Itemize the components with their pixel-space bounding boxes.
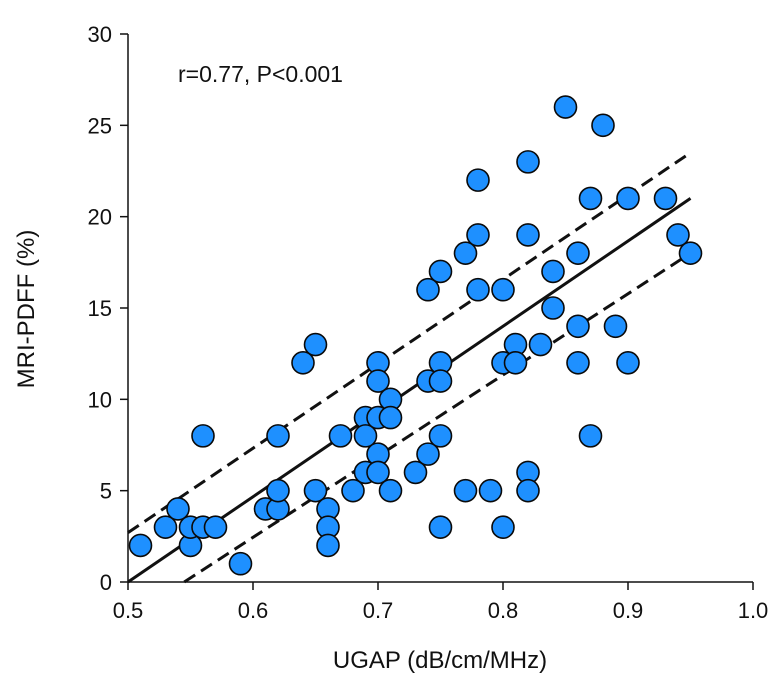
data-point [516, 478, 540, 503]
data-point [653, 186, 678, 211]
ci-lower-line [183, 251, 692, 584]
y-axis-title: MRI-PDFF (%) [13, 230, 40, 389]
data-point [303, 478, 328, 503]
x-tick-label: 0.9 [613, 598, 644, 623]
data-point [491, 277, 515, 302]
data-point [503, 350, 528, 375]
x-tick-label: 0.6 [238, 598, 269, 623]
data-point [566, 350, 590, 375]
data-point [578, 424, 603, 448]
data-point [378, 405, 403, 430]
data-point [366, 460, 390, 485]
data-point [491, 515, 515, 540]
data-point [541, 296, 565, 320]
data-point [128, 533, 153, 558]
correlation-annotation: r=0.77, P<0.001 [178, 61, 343, 87]
data-point [678, 241, 703, 265]
data-point [153, 515, 178, 540]
data-point [591, 113, 615, 138]
data-point [566, 314, 590, 339]
data-point [353, 424, 378, 448]
data-point [666, 223, 690, 247]
data-point [191, 424, 215, 448]
data-point [378, 478, 403, 503]
data-points [128, 95, 703, 576]
data-point [366, 369, 390, 393]
y-tick-label: 15 [88, 296, 112, 321]
x-axis-title: UGAP (dB/cm/MHz) [333, 647, 547, 674]
data-point [428, 515, 453, 540]
y-tick-label: 30 [88, 22, 112, 47]
data-point [228, 551, 253, 576]
data-point [616, 186, 640, 211]
data-point [616, 350, 640, 375]
data-point [553, 95, 578, 119]
data-point [428, 259, 453, 284]
y-tick-label: 25 [88, 113, 112, 138]
data-point [466, 168, 490, 192]
data-point [428, 369, 453, 393]
data-point [266, 424, 290, 448]
data-point [528, 332, 553, 357]
data-point [316, 533, 340, 558]
data-point [603, 314, 628, 339]
x-tick-label: 1.0 [738, 598, 769, 623]
data-point [478, 478, 503, 503]
x-tick-label: 0.8 [488, 598, 519, 623]
data-point [466, 277, 490, 302]
data-point [291, 350, 315, 375]
data-point [516, 150, 540, 174]
ci-upper-line [127, 151, 692, 534]
x-tick-label: 0.7 [363, 598, 394, 623]
data-point [516, 223, 540, 247]
data-point [416, 442, 440, 466]
data-point [416, 277, 440, 302]
data-point [453, 478, 478, 503]
y-tick-label: 10 [88, 387, 112, 412]
data-point [428, 424, 453, 448]
data-point [328, 424, 353, 448]
y-tick-label: 5 [100, 479, 112, 504]
data-point [303, 332, 328, 357]
data-point [166, 497, 190, 521]
data-point [566, 241, 590, 265]
y-tick-label: 20 [88, 205, 112, 230]
data-point [203, 515, 228, 540]
y-tick-label: 0 [100, 570, 112, 595]
axes: 0.5 0.6 0.7 0.8 0.9 1.0 0 5 10 15 20 25 30 [88, 22, 769, 623]
data-point [466, 223, 490, 247]
data-point [453, 241, 478, 265]
data-point [266, 478, 290, 503]
data-point [341, 478, 365, 503]
x-tick-label: 0.5 [113, 598, 144, 623]
data-point [578, 186, 603, 211]
data-point [403, 460, 428, 485]
data-point [541, 259, 565, 284]
